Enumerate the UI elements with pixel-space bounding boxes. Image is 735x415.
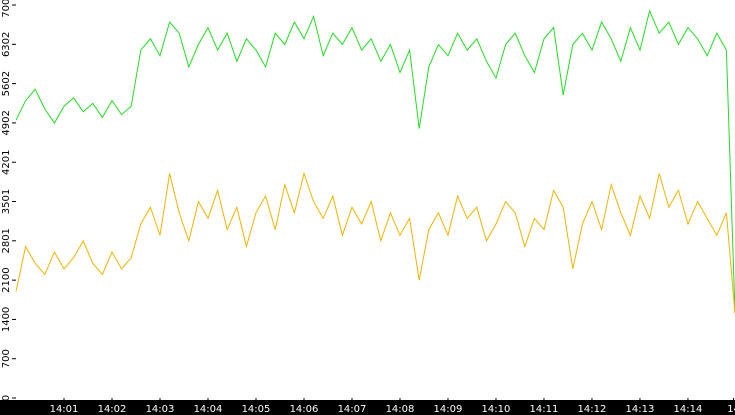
y-tick-label: 6302 bbox=[1, 32, 12, 57]
y-tick-label: 5602 bbox=[1, 71, 12, 96]
x-tick-label: 14 bbox=[727, 404, 735, 415]
line bbox=[15, 9, 735, 314]
x-tick-label: 14:04 bbox=[194, 404, 223, 415]
y-tick-label: 7003 bbox=[1, 0, 12, 18]
x-tick-label: 14:06 bbox=[290, 404, 319, 415]
x-tick-label: 14:10 bbox=[482, 404, 511, 415]
x-tick-label: 14:12 bbox=[578, 404, 607, 415]
x-tick-label: 14:07 bbox=[338, 404, 367, 415]
x-tick-label: 14:03 bbox=[146, 404, 175, 415]
x-tick-label: 14:02 bbox=[98, 404, 127, 415]
x-tick-label: 14:01 bbox=[50, 404, 79, 415]
y-tick-label: 4902 bbox=[1, 110, 12, 135]
y-tick-label: 4201 bbox=[1, 150, 12, 175]
x-tick-label: 14:14 bbox=[674, 404, 703, 415]
x-axis-bar bbox=[0, 400, 735, 415]
x-tick-label: 14:08 bbox=[386, 404, 415, 415]
y-tick-label: 3501 bbox=[1, 189, 12, 214]
y-tick-label: 1400 bbox=[1, 307, 12, 332]
x-tick-label: 14:11 bbox=[530, 404, 559, 415]
y-tick-label: 700 bbox=[1, 349, 12, 368]
line bbox=[15, 171, 735, 314]
y-tick-label: 0 bbox=[1, 395, 12, 401]
x-tick-label: 14:05 bbox=[242, 404, 271, 415]
y-tick-label: 2100 bbox=[1, 267, 12, 292]
x-tick-label: 14:09 bbox=[434, 404, 463, 415]
x-tick-label: 14:13 bbox=[626, 404, 655, 415]
y-tick-label: 2801 bbox=[1, 228, 12, 253]
